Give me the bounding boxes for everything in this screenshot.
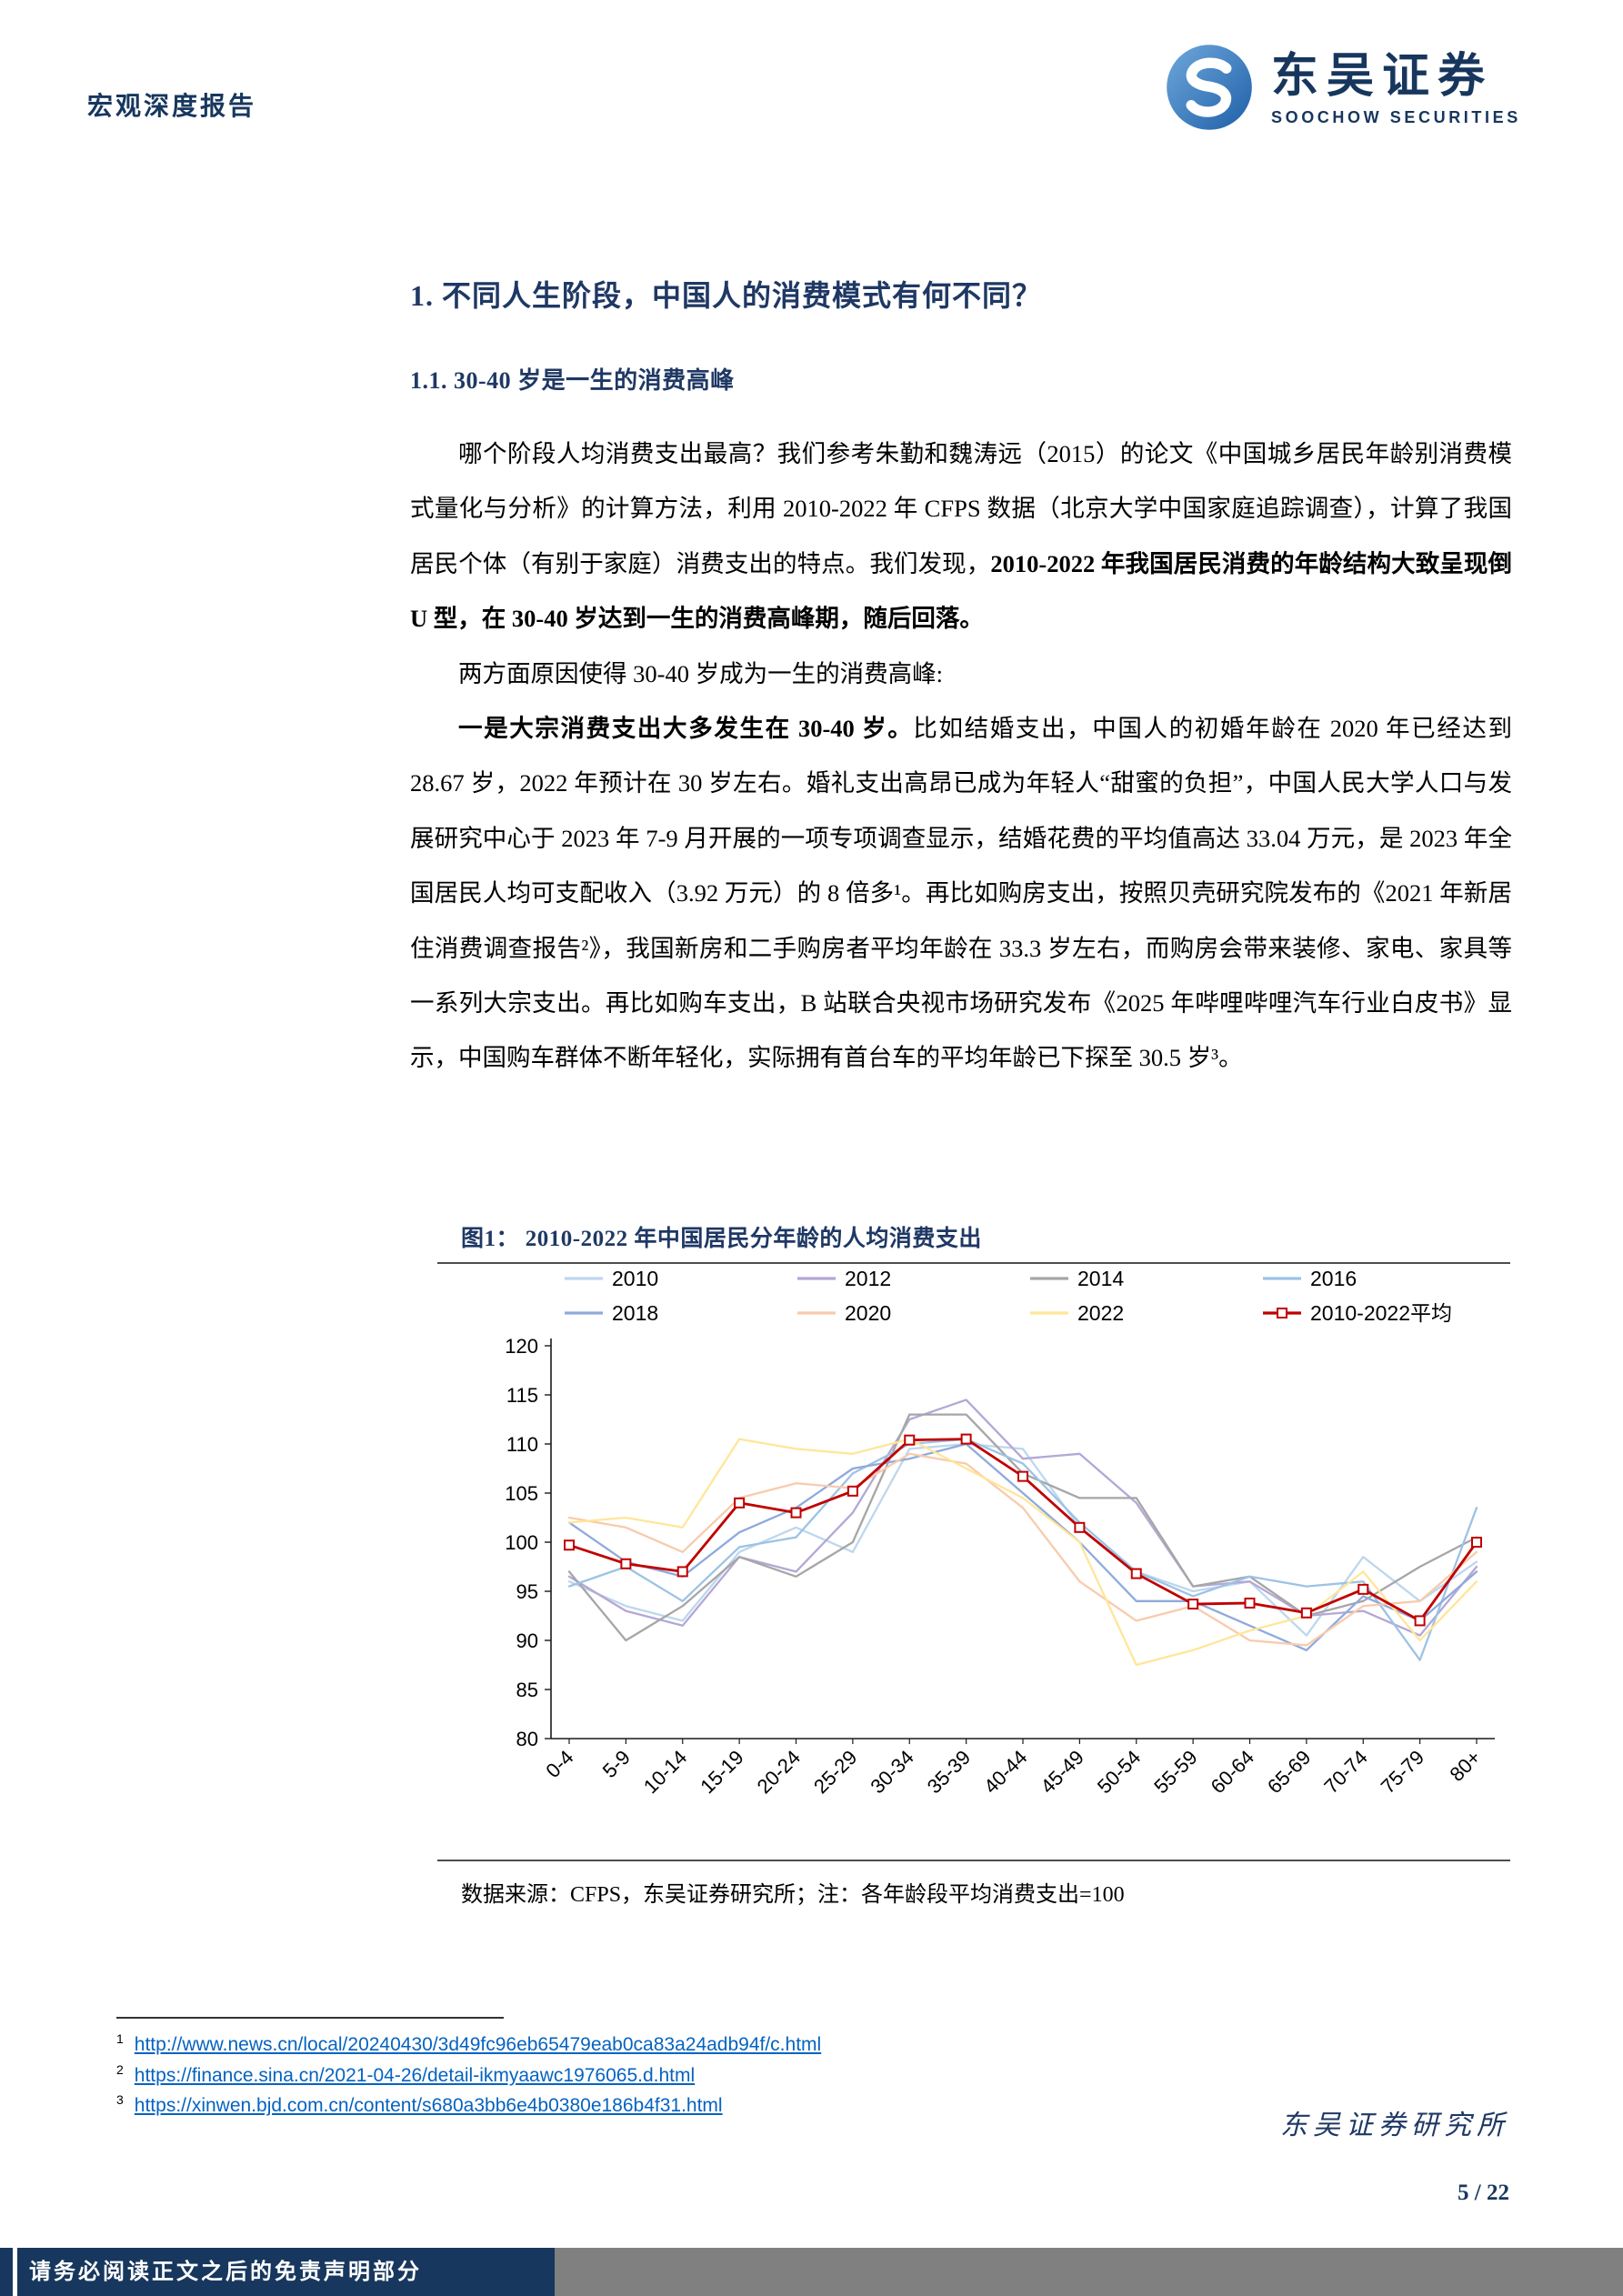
brand-name-en: SOOCHOW SECURITIES (1271, 108, 1521, 127)
body-paragraphs: 哪个阶段人均消费支出最高？我们参考朱勤和魏涛远（2015）的论文《中国城乡居民年… (410, 426, 1512, 1086)
disclaimer-text: 请务必阅读正文之后的免责声明部分 (29, 2260, 422, 2284)
report-type-label: 宏观深度报告 (87, 93, 257, 121)
series-marker (1187, 1599, 1199, 1610)
x-tick-label: 30-34 (866, 1746, 917, 1798)
footnotes-block: 1 http://www.news.cn/local/20240430/3d49f… (116, 2017, 1117, 2121)
series-line-2012 (567, 1399, 1478, 1637)
x-tick-label: 55-59 (1149, 1746, 1201, 1798)
section-heading: 1. 不同人生阶段，中国人的消费模式有何不同？ (410, 279, 1043, 312)
legend-label: 2012 (845, 1267, 891, 1290)
figure-source-note: 数据来源：CFPS，东吴证券研究所；注：各年龄段平均消费支出=100 (461, 1883, 1125, 1907)
legend-label: 2010 (612, 1267, 658, 1290)
x-tick-label: 20-24 (753, 1746, 805, 1798)
legend-label: 2018 (612, 1301, 658, 1325)
footnote-number: 1 (116, 2031, 124, 2046)
footnote: 3 https://xinwen.bjd.com.cn/content/s680a… (116, 2090, 1117, 2121)
x-tick-label: 70-74 (1319, 1746, 1371, 1798)
series-marker (1358, 1583, 1369, 1595)
y-tick-label: 90 (516, 1629, 538, 1652)
series-marker (790, 1507, 802, 1519)
series-marker (1414, 1615, 1426, 1627)
series-marker (904, 1434, 916, 1446)
legend-label: 2022 (1077, 1301, 1124, 1325)
y-tick-label: 95 (516, 1580, 538, 1603)
legend-label: 2016 (1310, 1267, 1357, 1290)
x-tick-label: 15-19 (696, 1746, 747, 1798)
x-tick-label: 65-69 (1263, 1746, 1315, 1798)
x-tick-label: 5-9 (598, 1746, 635, 1782)
x-tick-label: 45-49 (1036, 1746, 1087, 1798)
series-marker (847, 1485, 858, 1497)
y-tick-label: 120 (505, 1335, 538, 1358)
series-marker (564, 1539, 575, 1551)
y-tick-label: 110 (506, 1433, 538, 1456)
series-line-2022 (567, 1438, 1478, 1667)
legend-label: 2014 (1077, 1267, 1124, 1290)
series-marker (1130, 1568, 1142, 1579)
footnote-divider (116, 2017, 504, 2019)
footnote-number: 2 (116, 2061, 124, 2077)
footnotes: 1 http://www.news.cn/local/20240430/3d49f… (116, 2030, 1117, 2121)
institute-name: 东吴证券研究所 (1280, 2111, 1509, 2141)
footnote: 2 https://finance.sina.cn/2021-04-26/deta… (116, 2060, 1117, 2091)
series-marker (1300, 1607, 1312, 1619)
page-number: 5 / 22 (1458, 2181, 1509, 2205)
paragraph: 一是大宗消费支出大多发生在 30-40 岁。比如结婚支出，中国人的初婚年龄在 2… (410, 715, 1512, 1072)
subsection-heading: 1.1. 30-40 岁是一生的消费高峰 (410, 367, 735, 394)
brand-logo: 东吴证券 SOOCHOW SECURITIES (1162, 40, 1521, 139)
content-column: 1. 不同人生阶段，中国人的消费模式有何不同？ 1.1. 30-40 岁是一生的… (410, 273, 1512, 1218)
footnote-link[interactable]: http://www.news.cn/local/20240430/3d49fc… (134, 2034, 822, 2055)
x-tick-label: 35-39 (923, 1746, 975, 1798)
series-marker (1017, 1470, 1028, 1482)
x-tick-label: 10-14 (639, 1746, 691, 1798)
y-tick-label: 85 (516, 1679, 538, 1701)
paragraph: 两方面原因使得 30-40 岁成为一生的消费高峰: (458, 659, 943, 687)
y-tick-label: 100 (505, 1531, 538, 1554)
soochow-swirl-icon (1162, 40, 1257, 139)
series-marker (620, 1558, 632, 1569)
x-tick-label: 60-64 (1207, 1746, 1258, 1798)
series-line-2016 (567, 1438, 1478, 1661)
footnote-link[interactable]: https://finance.sina.cn/2021-04-26/detai… (134, 2064, 696, 2086)
series-marker (1471, 1537, 1482, 1548)
figure-title: 图1： 2010-2022 年中国居民分年龄的人均消费支出 (461, 1227, 982, 1251)
footer-disclaimer-bar: 请务必阅读正文之后的免责声明部分 (0, 2248, 1623, 2296)
series-marker (1244, 1597, 1256, 1609)
series-marker (960, 1433, 972, 1445)
series-marker (1074, 1521, 1086, 1533)
series-line-2020 (567, 1452, 1478, 1647)
figure-top-rule (437, 1262, 1510, 1264)
footnote: 1 http://www.news.cn/local/20240430/3d49f… (116, 2030, 1117, 2060)
x-tick-label: 50-54 (1093, 1746, 1145, 1798)
legend-label: 2020 (845, 1301, 891, 1325)
legend-label: 2010-2022平均 (1310, 1301, 1452, 1325)
x-tick-label: 40-44 (979, 1746, 1031, 1798)
y-tick-label: 80 (516, 1728, 538, 1750)
paragraph: 哪个阶段人均消费支出最高？我们参考朱勤和魏涛远（2015）的论文《中国城乡居民年… (410, 440, 1512, 633)
figure-1: 图1： 2010-2022 年中国居民分年龄的人均消费支出 80 85 90 95 10… (437, 1220, 1510, 1908)
brand-name: 东吴证券 SOOCHOW SECURITIES (1271, 52, 1521, 128)
footer-white-strip (13, 2248, 17, 2296)
series-marker (676, 1566, 688, 1578)
x-tick-label: 0-4 (541, 1746, 577, 1782)
y-tick-label: 105 (505, 1482, 538, 1505)
footnote-link[interactable]: https://xinwen.bjd.com.cn/content/s680a3… (134, 2095, 723, 2117)
x-tick-label: 25-29 (809, 1746, 861, 1798)
series-line-2010 (567, 1442, 1478, 1637)
figure-bottom-rule (437, 1860, 1510, 1861)
brand-name-cn: 东吴证券 (1271, 49, 1494, 103)
footnote-number: 3 (116, 2092, 124, 2108)
y-tick-label: 115 (506, 1384, 538, 1407)
x-tick-label: 80+ (1445, 1746, 1485, 1786)
series-marker (734, 1497, 746, 1509)
footer-gray-block (555, 2248, 1623, 2296)
x-tick-label: 75-79 (1377, 1746, 1428, 1798)
